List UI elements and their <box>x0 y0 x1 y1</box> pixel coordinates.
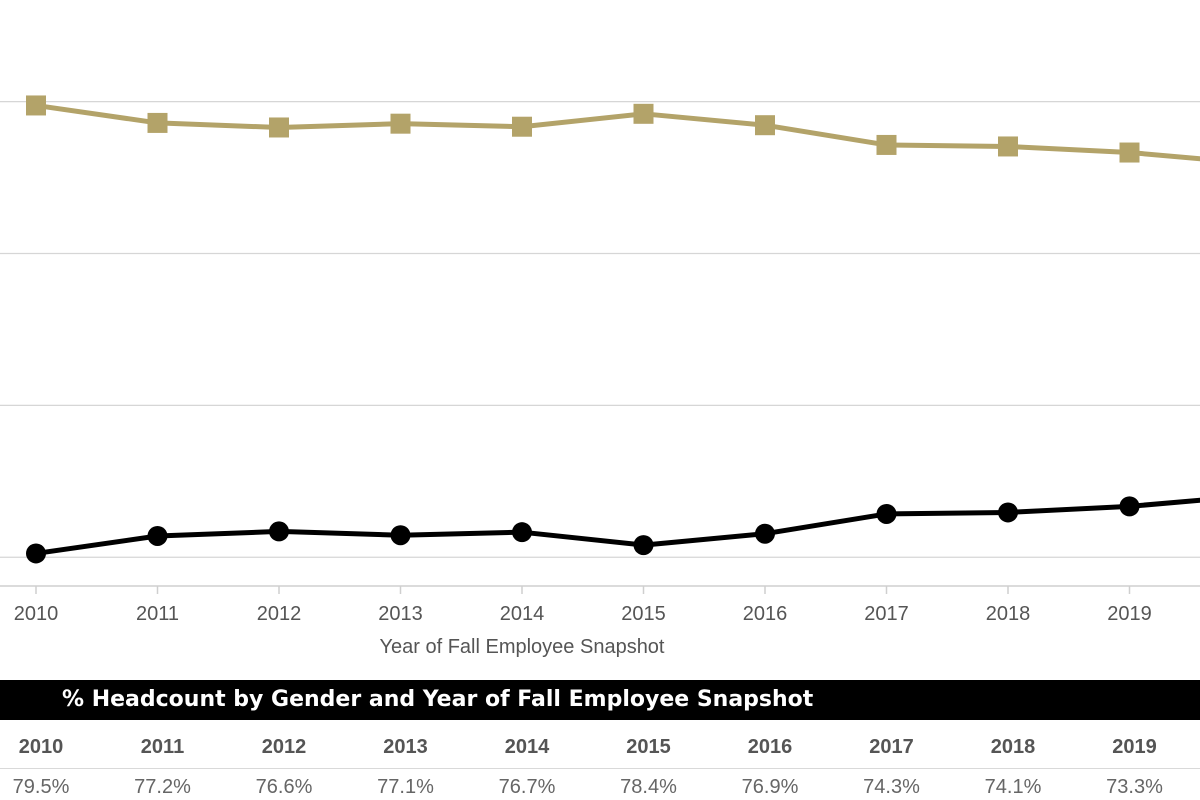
data-point-square[interactable] <box>26 95 46 116</box>
table-value-cell: 77.2% <box>134 776 191 798</box>
data-point-square[interactable] <box>390 113 411 134</box>
x-axis-title: Year of Fall Employee Snapshot <box>380 636 665 658</box>
data-point-square[interactable] <box>876 134 897 155</box>
table-year-header: 2019 <box>1112 736 1157 758</box>
data-point-square[interactable] <box>755 115 775 136</box>
x-tick-label: 2010 <box>14 603 59 625</box>
table-value-cell: 76.7% <box>498 776 556 798</box>
x-tick-label: 2019 <box>1107 603 1152 625</box>
table-value-cell: 74.1% <box>984 776 1042 798</box>
x-tick-label: 2018 <box>986 603 1031 625</box>
series-a <box>26 95 1200 163</box>
data-point-circle[interactable] <box>147 525 168 546</box>
series-layer <box>26 95 1200 564</box>
table-year-header: 2016 <box>747 736 793 758</box>
data-point-square[interactable] <box>1119 142 1140 163</box>
table-divider <box>0 768 1200 769</box>
data-point-circle[interactable] <box>512 522 532 543</box>
series-b <box>26 496 1200 564</box>
data-point-circle[interactable] <box>998 502 1018 523</box>
table-year-header: 2013 <box>383 736 428 758</box>
table-value-cell: 74.3% <box>863 776 920 798</box>
data-point-circle[interactable] <box>633 535 654 556</box>
data-point-square[interactable] <box>633 103 654 124</box>
table-value-cell: 76.9% <box>741 776 799 798</box>
data-point-square[interactable] <box>998 136 1018 157</box>
data-point-circle[interactable] <box>26 543 46 564</box>
x-tick-label: 2011 <box>136 603 179 625</box>
headcount-table: 2010 2011 2012 2013 2014 2015 2016 2017 2018 2019… <box>0 728 1200 800</box>
table-value-cell: 73.3% <box>1106 776 1163 798</box>
table-value-cell: 76.6% <box>255 776 313 798</box>
data-point-square[interactable] <box>512 116 532 137</box>
x-tick-label: 2016 <box>743 603 788 625</box>
data-point-circle[interactable] <box>755 523 775 544</box>
x-tick-label: 2013 <box>378 603 423 625</box>
x-tick-label: 2017 <box>864 603 909 625</box>
data-point-square[interactable] <box>147 112 168 133</box>
series-line <box>35 497 1200 556</box>
x-tick-label: 2012 <box>257 603 302 625</box>
table-year-header: 2011 <box>140 736 185 758</box>
table-value-cell: 78.4% <box>620 776 677 798</box>
data-point-circle[interactable] <box>1119 496 1140 517</box>
x-tick-label: 2014 <box>500 603 545 625</box>
data-point-circle[interactable] <box>876 503 897 524</box>
table-title: % Headcount by Gender and Year of Fall E… <box>0 680 1200 720</box>
data-point-circle[interactable] <box>390 525 411 546</box>
table-year-header: 2015 <box>626 736 671 758</box>
x-axis-ticks: 2010 2011 2012 2013 2014 2015 2016 2017 2018 2019… <box>14 586 1152 625</box>
table-value-cell: 79.5% <box>12 776 70 798</box>
data-point-circle[interactable] <box>269 521 289 542</box>
line-chart: 2010 2011 2012 2013 2014 2015 2016 2017 2018 2019… <box>0 95 1200 658</box>
data-point-square[interactable] <box>269 117 289 138</box>
x-tick-label: 2015 <box>621 603 666 625</box>
table-year-header: 2018 <box>990 736 1036 758</box>
table-year-header: 2012 <box>261 736 307 758</box>
table-year-header: 2010 <box>18 736 64 758</box>
series-line <box>35 102 1200 162</box>
gridlines <box>0 101 1200 558</box>
table-year-header: 2014 <box>504 736 550 758</box>
table-value-cell: 77.1% <box>377 776 434 798</box>
table-year-header: 2017 <box>869 736 914 758</box>
